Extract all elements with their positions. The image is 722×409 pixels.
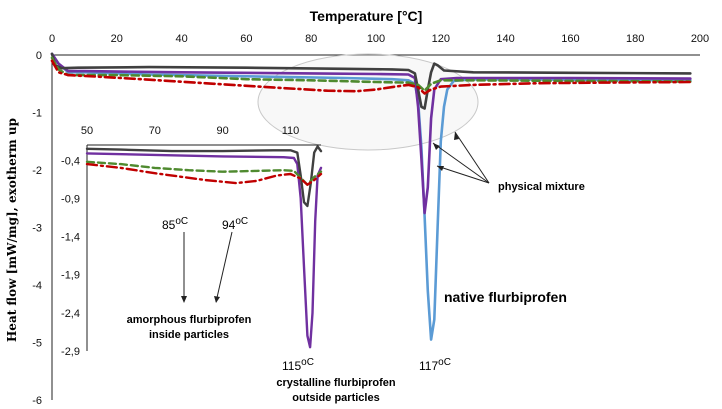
- arrowhead-3: [454, 132, 459, 140]
- inset-series-inset-red-dash-dot: [85, 162, 323, 186]
- y-tick-neg5: -5: [32, 338, 42, 350]
- x-tick-180: 180: [626, 33, 644, 45]
- inset-y-tick-neg0-4: -0,4: [61, 155, 80, 167]
- inset-y-tick-neg2-9: -2,9: [61, 346, 80, 358]
- x-tick-100: 100: [367, 33, 385, 45]
- inset-x-tick-labels: 50 70 90 110: [81, 125, 299, 137]
- label-amorphous-line2: inside particles: [149, 329, 229, 341]
- x-tick-labels: 0 20 40 60 80 100 120 140 160 180 200: [49, 33, 709, 45]
- arrowhead-2: [437, 166, 444, 171]
- arrow-to-peak-upper: [432, 142, 490, 184]
- inset-y-tick-neg1-9: -1,9: [61, 270, 80, 282]
- x-tick-40: 40: [175, 33, 187, 45]
- main-series-dark-grey-trace: [50, 52, 692, 110]
- label-crystalline-line2: outside particles: [292, 392, 379, 404]
- peak-label-117: 117oC: [419, 357, 451, 373]
- main-series-red-dash-dot-trace: [50, 59, 692, 95]
- label-amorphous-line1: amorphous flurbiprofen: [127, 314, 252, 326]
- inset-series-inset-dark-grey: [85, 145, 323, 208]
- y-tick-neg4: -4: [32, 280, 42, 292]
- inset-series-inset-green-dashed: [85, 160, 323, 186]
- label-native-flurbiprofen: native flurbiprofen: [444, 289, 567, 305]
- x-tick-120: 120: [432, 33, 450, 45]
- arrow-94: [215, 231, 233, 303]
- inset-background: [87, 145, 321, 351]
- arrowhead-85: [181, 296, 187, 303]
- label-crystalline-line1: crystalline flurbiprofen: [276, 377, 395, 389]
- y-tick-neg6: -6: [32, 395, 42, 407]
- inset-x-tick-110: 110: [282, 125, 300, 137]
- x-tick-200: 200: [691, 33, 709, 45]
- y-tick-neg2: -2: [32, 165, 42, 177]
- inset-y-tick-neg0-9: -0,9: [61, 193, 80, 205]
- y-tick-0: 0: [36, 50, 42, 62]
- main-series: [50, 52, 692, 341]
- inset-x-tick-90: 90: [217, 125, 229, 137]
- y-tick-neg3: -3: [32, 223, 42, 235]
- inset-x-tick-70: 70: [149, 125, 161, 137]
- inset-y-tick-neg1-4: -1,4: [61, 232, 80, 244]
- x-tick-60: 60: [240, 33, 252, 45]
- y-tick-labels: 0 -1 -2 -3 -4 -5 -6: [32, 50, 42, 407]
- arrowhead-94: [214, 296, 220, 303]
- annotation-arrows: [183, 131, 490, 303]
- x-tick-80: 80: [305, 33, 317, 45]
- chart-title: Temperature [°C]: [310, 8, 423, 24]
- label-physical-mixture: physical mixture: [498, 181, 585, 193]
- inset-y-tick-neg2-4: -2,4: [61, 308, 80, 320]
- y-tick-neg1: -1: [32, 108, 42, 120]
- y-axis-label: Heat flow [mW/mg], exotherm up: [5, 118, 19, 342]
- peak-label-115: 115oC: [282, 357, 314, 373]
- inset-series-inset-physical-mixture: [85, 152, 323, 349]
- arrowhead-1: [433, 143, 440, 150]
- arrow-to-peak-lower: [436, 165, 490, 184]
- peak-label-94: 94oC: [222, 216, 248, 232]
- inset-series: [85, 145, 323, 349]
- arrow-heads: [181, 132, 459, 303]
- x-tick-20: 20: [111, 33, 123, 45]
- peak-label-85: 85oC: [162, 216, 188, 232]
- x-tick-0: 0: [49, 33, 55, 45]
- arrow-to-ellipse: [454, 131, 490, 184]
- x-tick-160: 160: [561, 33, 579, 45]
- inset-y-tick-labels: -0,4 -0,9 -1,4 -1,9 -2,4 -2,9: [61, 155, 80, 358]
- inset-x-tick-50: 50: [81, 125, 93, 137]
- x-tick-140: 140: [496, 33, 514, 45]
- inset-plot: 50 70 90 110 -0,4 -0,9 -1,4 -1,9 -2,4 -2,9: [61, 125, 323, 358]
